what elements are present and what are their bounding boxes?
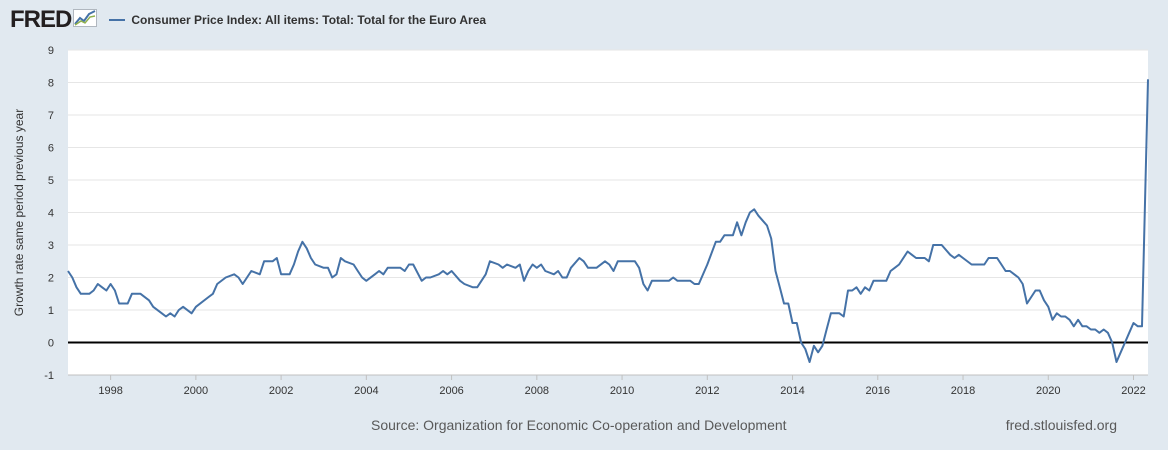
y-axis-title: Growth rate same period previous year <box>12 109 26 316</box>
x-tick-label: 2008 <box>525 385 549 397</box>
fred-logo-text: FRED <box>10 6 72 33</box>
site-link[interactable]: fred.stlouisfed.org <box>1005 417 1117 433</box>
legend-swatch <box>109 19 126 21</box>
x-tick-label: 2004 <box>354 385 378 397</box>
fred-logo[interactable]: FRED <box>10 6 98 34</box>
x-tick-label: 2006 <box>439 385 463 397</box>
x-tick-label: 2018 <box>951 385 975 397</box>
x-tick-label: 2020 <box>1036 385 1060 397</box>
source-note: Source: Organization for Economic Co-ope… <box>371 417 787 433</box>
y-tick-label: 9 <box>48 45 54 57</box>
y-tick-label: 6 <box>48 143 54 155</box>
x-tick-label: 2014 <box>780 385 804 397</box>
chart-legend: Consumer Price Index: All items: Total: … <box>109 13 486 27</box>
x-tick-label: 2010 <box>610 385 634 397</box>
y-tick-label: 2 <box>48 273 54 285</box>
chart-header: FRED Consumer Price Index: All items: To… <box>10 6 486 34</box>
y-tick-label: 0 <box>48 338 54 350</box>
y-tick-label: 5 <box>48 175 54 187</box>
series-line <box>67 79 1149 363</box>
y-tick-label: 4 <box>48 208 54 220</box>
y-tick-label: 3 <box>48 240 54 252</box>
y-tick-label: -1 <box>44 370 54 382</box>
x-tick-label: 2016 <box>866 385 890 397</box>
y-tick-label: 8 <box>48 78 54 90</box>
x-tick-label: 2000 <box>184 385 208 397</box>
y-tick-label: 1 <box>48 305 54 317</box>
x-tick-label: 2002 <box>269 385 293 397</box>
x-tick-label: 2022 <box>1121 385 1145 397</box>
x-tick-label: 2012 <box>695 385 719 397</box>
y-tick-label: 7 <box>48 110 54 122</box>
x-tick-label: 1998 <box>98 385 122 397</box>
graph-icon <box>73 8 98 32</box>
legend-label: Consumer Price Index: All items: Total: … <box>131 13 487 27</box>
